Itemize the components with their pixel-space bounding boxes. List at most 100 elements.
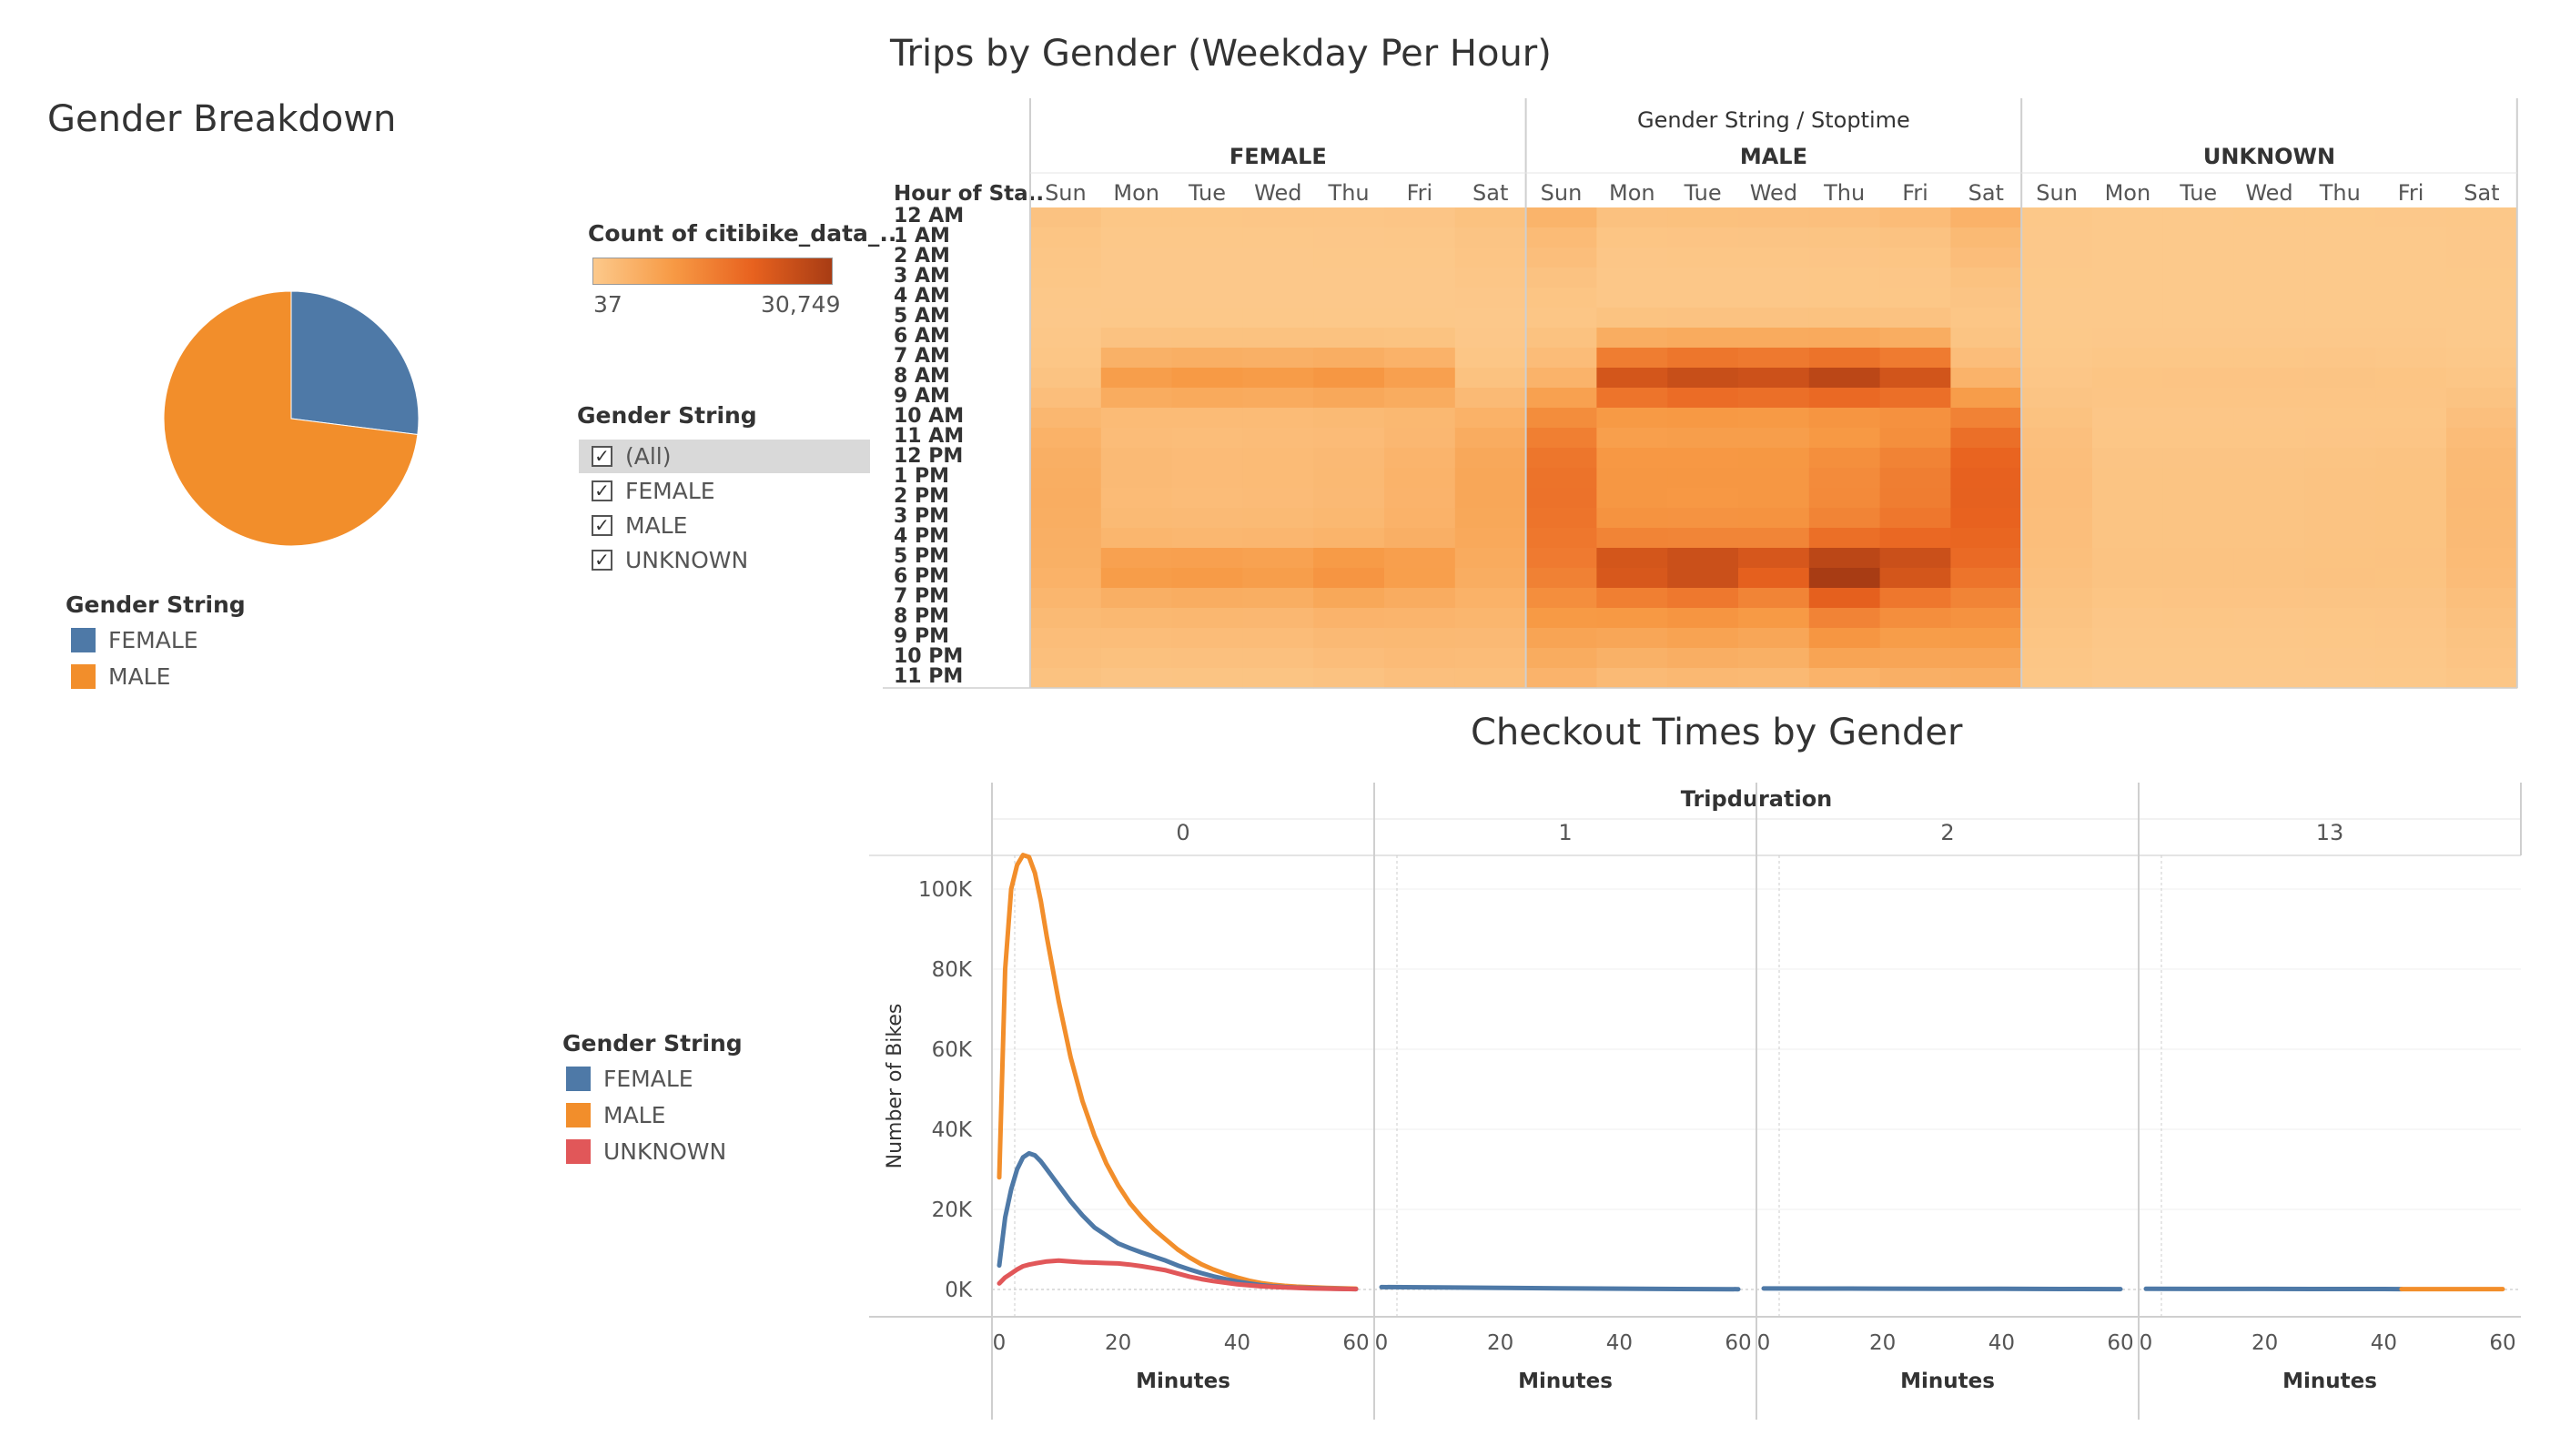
- checkbox-all[interactable]: ✓: [592, 446, 612, 467]
- checkbox-male[interactable]: ✓: [592, 515, 612, 536]
- heatmap-cell: [2162, 207, 2235, 228]
- heatmap-cell: [1100, 628, 1173, 649]
- heatmap-cell: [2233, 488, 2305, 509]
- heatmap-cell: [1242, 228, 1314, 248]
- line-legend-item-male[interactable]: MALE: [566, 1099, 665, 1130]
- heatmap-cell: [2304, 568, 2376, 589]
- heatmap-cell: [2446, 308, 2518, 329]
- heatmap-hour-label: 9 PM: [894, 625, 949, 648]
- heatmap-cell: [1242, 608, 1314, 629]
- heatmap-cell: [2233, 268, 2305, 288]
- heatmap-cell: [2304, 408, 2376, 429]
- heatmap-cell: [1525, 528, 1597, 549]
- heatmap-cell: [1950, 628, 2022, 649]
- heatmap-cell: [2446, 668, 2518, 689]
- filter-item-unknown[interactable]: ✓ UNKNOWN: [579, 543, 870, 577]
- heatmap-cell: [1100, 448, 1173, 469]
- heatmap-cell: [2375, 308, 2447, 329]
- pie-legend-item-male[interactable]: MALE: [71, 661, 170, 692]
- heatmap-cell: [1171, 268, 1243, 288]
- heatmap-cell: [1596, 628, 1668, 649]
- heatmap-cell: [2092, 248, 2164, 268]
- heatmap-cell: [2021, 348, 2093, 369]
- checkbox-female[interactable]: ✓: [592, 480, 612, 501]
- heatmap-cell: [1667, 228, 1739, 248]
- heatmap-cell: [1879, 268, 1951, 288]
- heatmap-cell: [1454, 207, 1527, 228]
- heatmap-cell: [1030, 608, 1102, 629]
- heatmap-cell: [2021, 608, 2093, 629]
- heatmap-cell: [1454, 248, 1527, 268]
- heatmap-day-label: Sat: [1968, 180, 2004, 206]
- color-legend-min: 37: [593, 291, 622, 318]
- heatmap-cell: [1738, 207, 1810, 228]
- heatmap-cell: [1950, 428, 2022, 449]
- heatmap-cell: [2233, 548, 2305, 569]
- line-y-tick-label: 80K: [932, 958, 973, 982]
- heatmap-cell: [1879, 308, 1951, 329]
- heatmap-cell: [1525, 408, 1597, 429]
- heatmap-cell: [1030, 228, 1102, 248]
- heatmap-cell: [1525, 588, 1597, 609]
- heatmap-cell: [1100, 588, 1173, 609]
- heatmap-cell: [1667, 608, 1739, 629]
- heatmap-cell: [2162, 568, 2235, 589]
- heatmap-cell: [2162, 248, 2235, 268]
- heatmap-cell: [1596, 308, 1668, 329]
- heatmap-cell: [2446, 468, 2518, 489]
- heatmap-cell: [1242, 508, 1314, 529]
- heatmap-cell: [1100, 548, 1173, 569]
- pie-legend-swatch-female: [71, 627, 96, 652]
- heatmap-cell: [1950, 668, 2022, 689]
- line-legend-item-unknown[interactable]: UNKNOWN: [566, 1136, 726, 1167]
- heatmap-cell: [2162, 488, 2235, 509]
- heatmap-day-label: Wed: [1254, 180, 1301, 206]
- heatmap-cell: [1313, 468, 1385, 489]
- line-x-tick-label: 0: [993, 1331, 1007, 1355]
- heatmap-day-label: Thu: [1328, 180, 1370, 206]
- heatmap-cell: [1100, 328, 1173, 349]
- heatmap-cell: [1808, 408, 1881, 429]
- heatmap-cell: [1596, 348, 1668, 369]
- heatmap-cell: [1738, 328, 1810, 349]
- heatmap-cell: [1384, 468, 1456, 489]
- heatmap-cell: [2304, 488, 2376, 509]
- pie-legend-title: Gender String: [66, 592, 246, 618]
- heatmap-cell: [2304, 628, 2376, 649]
- filter-item-female[interactable]: ✓ FEMALE: [579, 474, 870, 508]
- heatmap-cell: [1879, 668, 1951, 689]
- line-legend-title: Gender String: [562, 1030, 743, 1057]
- line-x-tick-label: 0: [1375, 1331, 1389, 1355]
- heatmap-hour-label: 1 AM: [894, 225, 950, 248]
- heatmap-cell: [1667, 368, 1739, 389]
- heatmap-cell: [1808, 528, 1881, 549]
- heatmap-cell: [2162, 228, 2235, 248]
- heatmap-cell: [1808, 588, 1881, 609]
- heatmap-cell: [1879, 628, 1951, 649]
- heatmap-cell: [1030, 207, 1102, 228]
- heatmap-cell: [1667, 568, 1739, 589]
- heatmap-cell: [1525, 568, 1597, 589]
- heatmap-cell: [1808, 648, 1881, 669]
- heatmap-cell: [2021, 568, 2093, 589]
- heatmap-hour-label: 7 PM: [894, 585, 949, 608]
- heatmap-cell: [1596, 468, 1668, 489]
- checkbox-unknown[interactable]: ✓: [592, 550, 612, 571]
- line-panel-label: 2: [1940, 820, 1954, 845]
- line-panel-label: 13: [2316, 820, 2344, 845]
- heatmap-cell: [2092, 328, 2164, 349]
- filter-item-all[interactable]: ✓ (All): [579, 440, 870, 473]
- line-legend-label-unknown: UNKNOWN: [603, 1138, 727, 1165]
- heatmap-cell: [1596, 668, 1668, 689]
- heatmap-cell: [2162, 528, 2235, 549]
- heatmap-cell: [1100, 488, 1173, 509]
- filter-item-male[interactable]: ✓ MALE: [579, 509, 870, 542]
- heatmap-cell: [1313, 248, 1385, 268]
- pie-legend-item-female[interactable]: FEMALE: [71, 624, 198, 655]
- heatmap-cell: [1030, 248, 1102, 268]
- heatmap-cell: [1879, 568, 1951, 589]
- heatmap-hour-label: 6 PM: [894, 565, 949, 588]
- line-legend-item-female[interactable]: FEMALE: [566, 1063, 693, 1094]
- heatmap-cell: [2162, 628, 2235, 649]
- heatmap-hour-label: 8 PM: [894, 605, 949, 628]
